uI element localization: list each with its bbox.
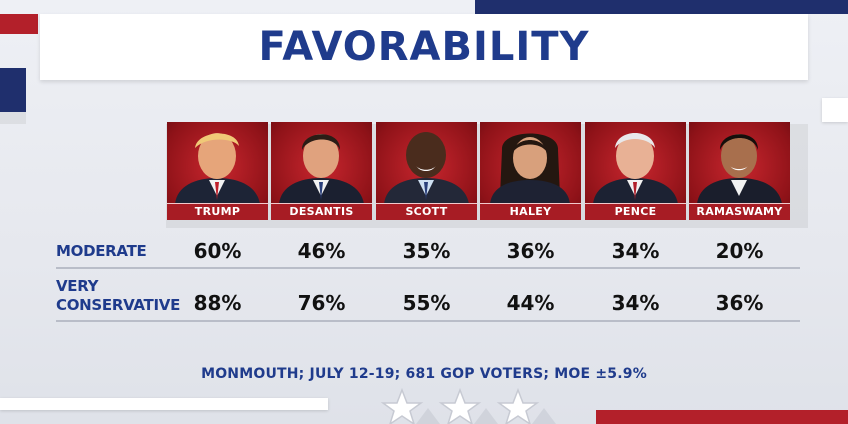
moderate-value-scott: 35% — [402, 239, 451, 263]
decorative-red-bar-top-left — [0, 14, 38, 34]
decorative-shadow-left — [0, 112, 26, 124]
candidate-name: DESANTIS — [271, 204, 372, 220]
decorative-red-bar-bottom-right — [596, 410, 848, 424]
candidate-portrait-icon — [697, 134, 782, 204]
row-divider — [56, 320, 800, 322]
moderate-value-ramaswamy: 20% — [715, 239, 764, 263]
title-banner: FAVORABILITY — [40, 14, 808, 80]
candidate-name: PENCE — [585, 204, 686, 220]
candidate-portrait-icon — [175, 133, 260, 204]
candidate-portrait-icon — [384, 132, 469, 204]
decorative-navy-bar-top-right — [475, 0, 848, 14]
very-conservative-value-ramaswamy: 36% — [715, 291, 764, 315]
very-conservative-value-scott: 55% — [402, 291, 451, 315]
moderate-value-desantis: 46% — [297, 239, 346, 263]
row-label-moderate: MODERATE — [56, 242, 147, 260]
very-conservative-value-haley: 44% — [506, 291, 555, 315]
star-icon — [380, 387, 424, 424]
decorative-white-bar-bottom-left — [0, 398, 328, 410]
chart-title: FAVORABILITY — [258, 24, 590, 70]
candidate-name: TRUMP — [167, 204, 268, 220]
candidate-card-ramaswamy: RAMASWAMY — [689, 122, 790, 220]
candidate-name: RAMASWAMY — [689, 204, 790, 220]
moderate-value-trump: 60% — [193, 239, 242, 263]
star-icon — [496, 387, 540, 424]
very-conservative-value-pence: 34% — [611, 291, 660, 315]
very-conservative-value-trump: 88% — [193, 291, 242, 315]
source-caption: MONMOUTH; JULY 12-19; 681 GOP VOTERS; MO… — [201, 366, 647, 382]
candidate-portrait-icon — [593, 133, 678, 204]
row-label-very-conservative-line1: VERY — [56, 277, 99, 295]
row-divider — [56, 267, 800, 269]
star-icon — [438, 387, 482, 424]
candidate-card-haley: HALEY — [480, 122, 581, 220]
candidate-portrait-icon — [490, 133, 570, 204]
candidate-card-scott: SCOTT — [376, 122, 477, 220]
candidate-portrait-icon — [279, 134, 364, 204]
very-conservative-value-desantis: 76% — [297, 291, 346, 315]
candidate-name: SCOTT — [376, 204, 477, 220]
row-label-very-conservative-line2: CONSERVATIVE — [56, 296, 181, 314]
decorative-white-bar-right — [822, 98, 848, 122]
decorative-navy-bar-left — [0, 68, 26, 112]
moderate-value-haley: 36% — [506, 239, 555, 263]
candidate-name: HALEY — [480, 204, 581, 220]
candidate-card-trump: TRUMP — [167, 122, 268, 220]
candidate-card-desantis: DESANTIS — [271, 122, 372, 220]
candidate-card-pence: PENCE — [585, 122, 686, 220]
moderate-value-pence: 34% — [611, 239, 660, 263]
decorative-stars — [380, 387, 556, 424]
